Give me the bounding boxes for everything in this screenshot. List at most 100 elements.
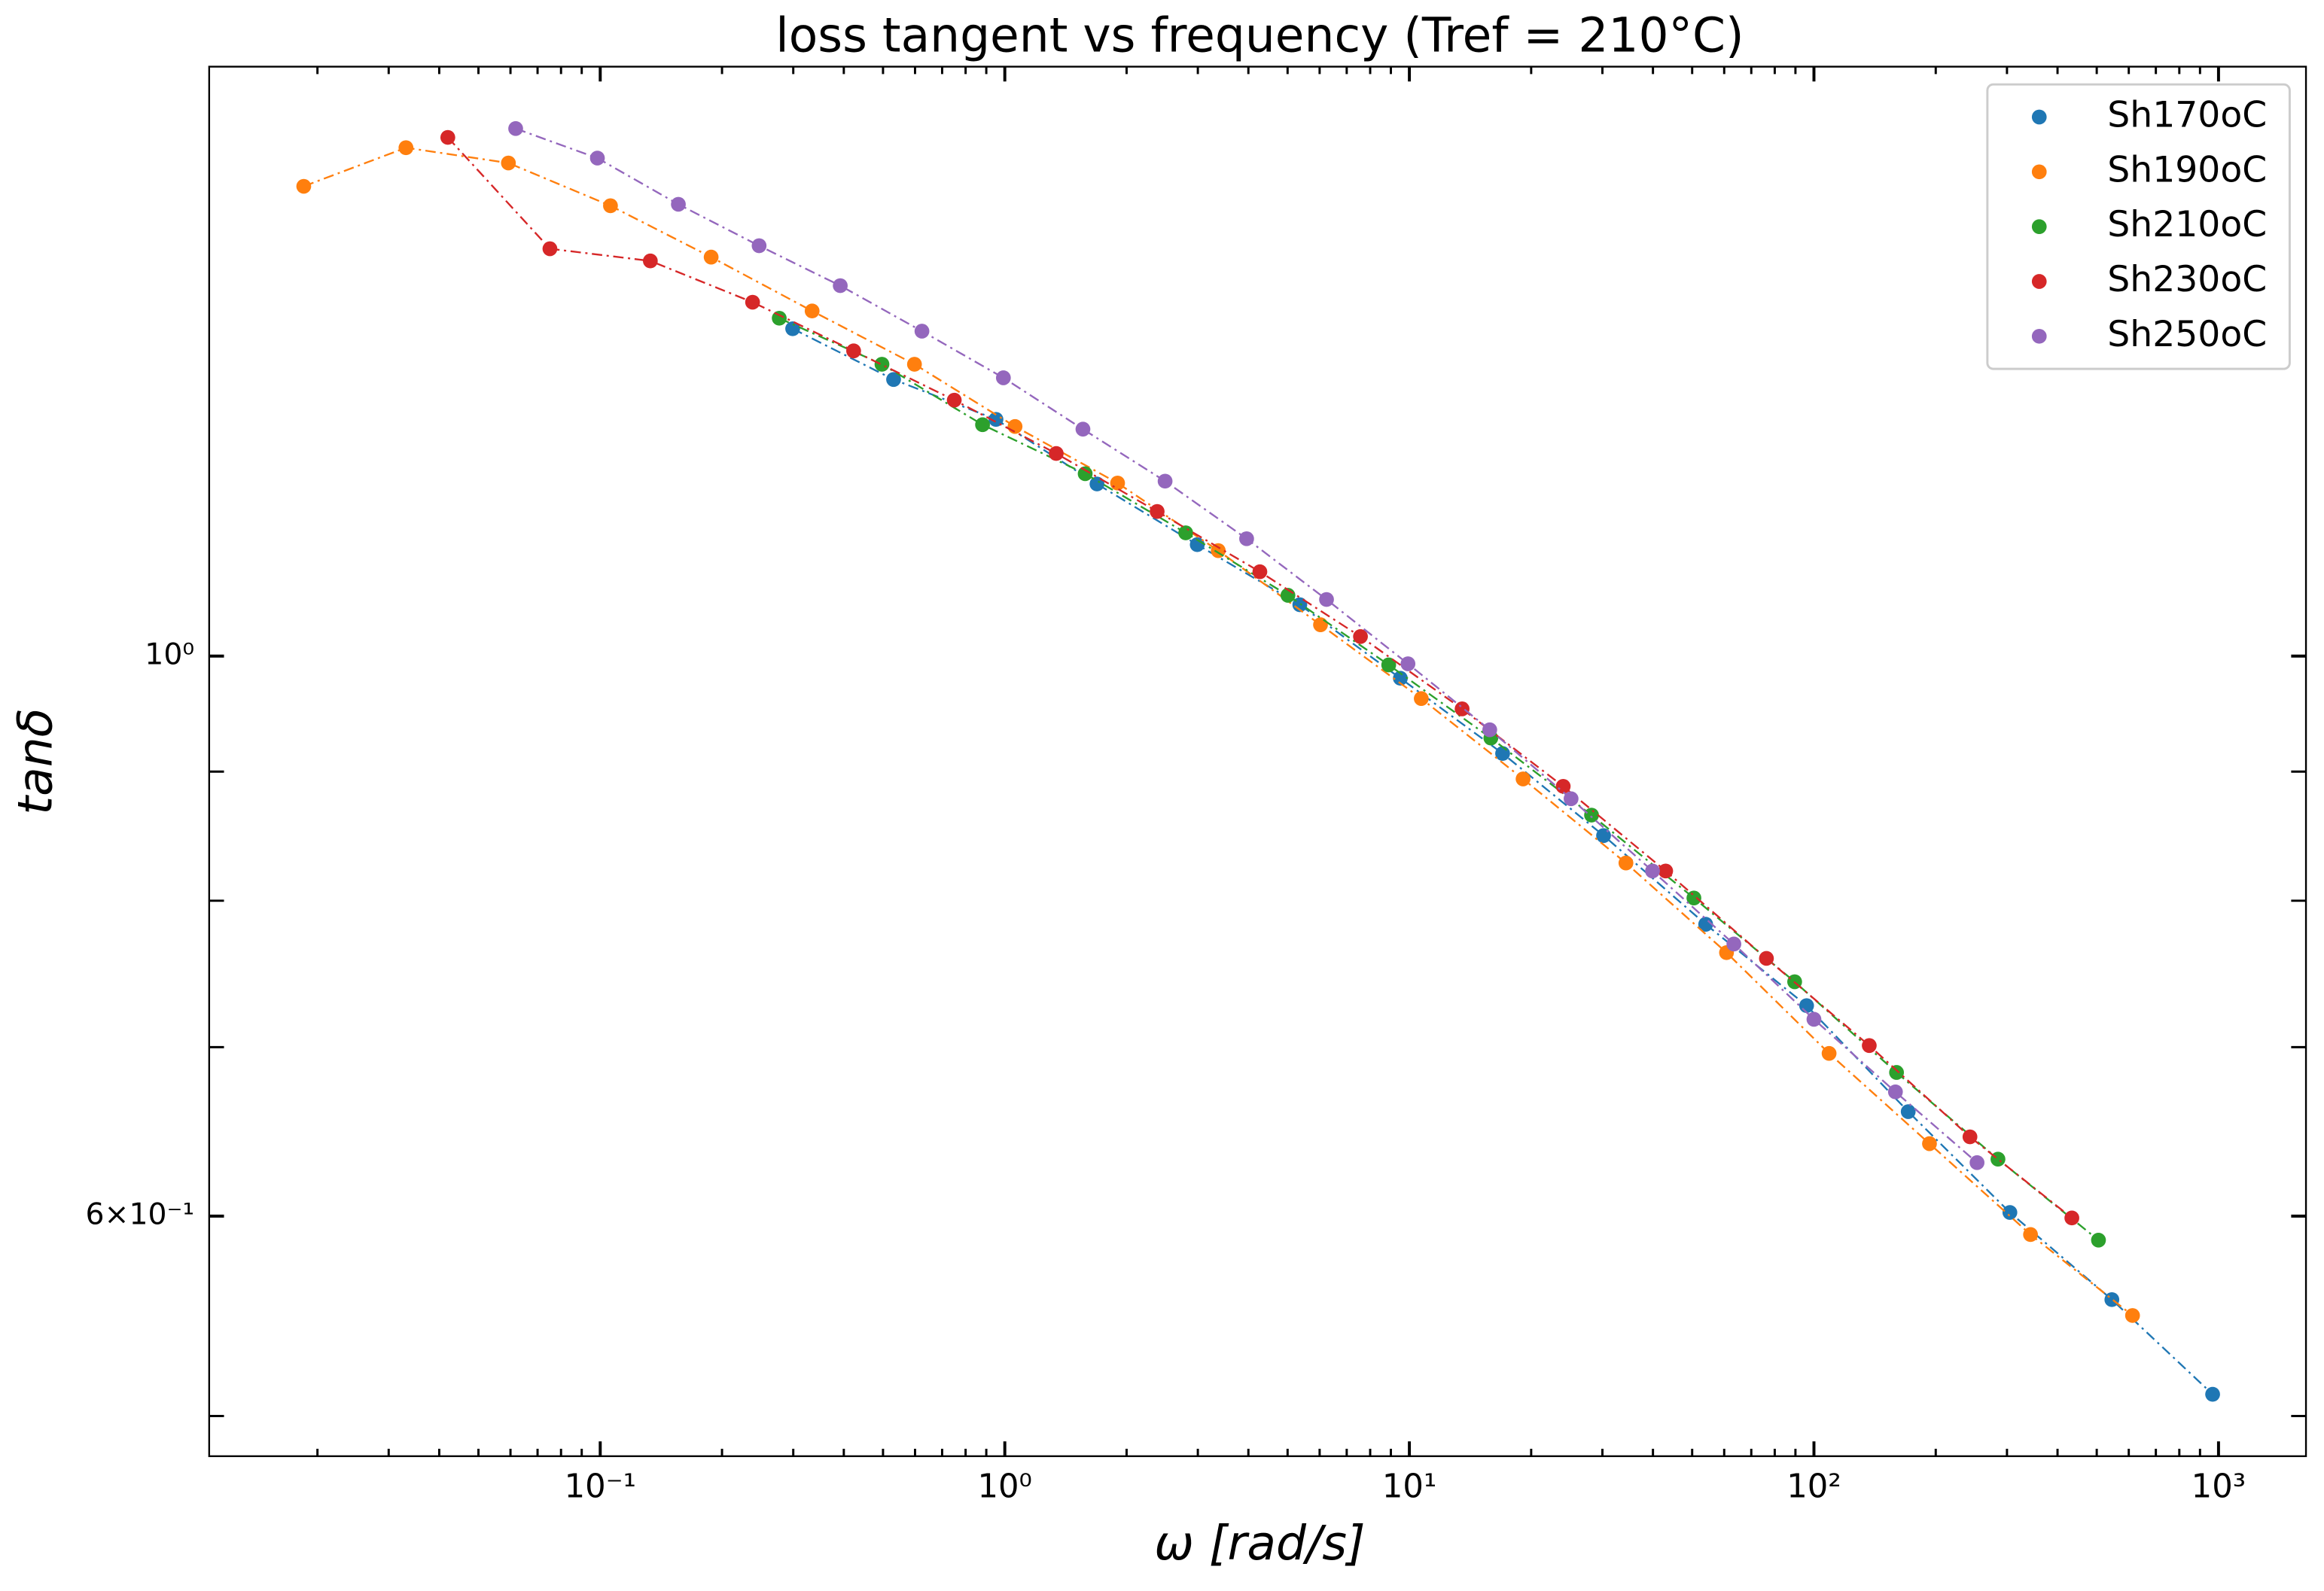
legend-marker: [2031, 219, 2047, 234]
data-point: [1645, 863, 1660, 879]
data-point: [2064, 1210, 2079, 1226]
data-point: [2091, 1232, 2106, 1248]
data-point: [1889, 1065, 1905, 1080]
data-point: [1239, 531, 1254, 546]
data-point: [751, 238, 767, 254]
data-point: [1495, 746, 1510, 762]
data-point: [1157, 473, 1173, 489]
data-point: [603, 198, 618, 214]
y-tick-label: 6×10⁻¹: [86, 1197, 195, 1231]
data-point: [1962, 1129, 1978, 1145]
data-point: [1862, 1038, 1877, 1054]
data-point: [804, 303, 820, 319]
data-point: [671, 196, 686, 212]
x-tick-label: 10³: [2192, 1468, 2246, 1506]
legend-label: Sh250oC: [2107, 314, 2267, 355]
data-point: [1007, 418, 1023, 434]
data-point: [988, 412, 1004, 427]
x-axis-label: ω [rad/s]: [1154, 1516, 1365, 1571]
data-point: [1555, 778, 1571, 794]
data-point: [1077, 466, 1093, 482]
data-point: [1658, 863, 1674, 879]
data-point: [1482, 722, 1497, 738]
legend-marker: [2031, 274, 2047, 289]
data-point: [501, 155, 516, 171]
data-point: [1400, 656, 1416, 671]
data-point: [1319, 592, 1334, 607]
x-tick-label: 10¹: [1382, 1468, 1436, 1506]
data-point: [975, 417, 990, 433]
x-tick-label: 10²: [1786, 1468, 1841, 1506]
chart-title: loss tangent vs frequency (Tref = 210°C): [775, 8, 1744, 62]
data-point: [1150, 503, 1165, 519]
x-tick-label: 10⁰: [977, 1468, 1031, 1506]
data-point: [1806, 1011, 1822, 1027]
data-point: [1189, 537, 1205, 552]
legend-marker: [2031, 328, 2047, 344]
series-line: [792, 327, 2213, 1395]
data-point: [1618, 855, 1634, 871]
data-point: [1726, 936, 1741, 952]
y-axis-label: tanδ: [8, 708, 63, 815]
data-point: [1564, 791, 1579, 807]
data-point: [589, 151, 605, 166]
data-point: [1515, 771, 1531, 786]
data-point: [1313, 617, 1328, 632]
legend-label: Sh190oC: [2107, 149, 2267, 190]
legend-label: Sh230oC: [2107, 259, 2267, 300]
data-point: [833, 278, 848, 294]
data-point: [772, 310, 787, 326]
data-point: [914, 324, 930, 339]
data-point: [1584, 808, 1599, 823]
data-point: [1821, 1045, 1837, 1061]
data-point: [703, 249, 719, 265]
data-point: [1414, 691, 1429, 707]
data-point: [1393, 671, 1408, 686]
data-point: [995, 370, 1011, 385]
data-point: [508, 120, 523, 136]
data-point: [745, 294, 760, 310]
data-point: [1049, 446, 1064, 461]
legend-box: [1986, 83, 2291, 370]
data-point: [2205, 1386, 2220, 1402]
legend-label: Sh170oC: [2107, 94, 2267, 135]
data-point: [785, 321, 800, 336]
data-point: [946, 392, 962, 408]
data-point: [398, 140, 414, 156]
data-point: [1381, 657, 1397, 673]
plot-frame: [208, 65, 2307, 1458]
data-point: [1922, 1136, 1937, 1151]
data-point: [874, 357, 890, 372]
data-point: [906, 357, 922, 372]
data-point: [643, 253, 658, 269]
data-point: [296, 178, 312, 194]
y-tick-label: 10⁰: [145, 637, 194, 671]
legend-label: Sh210oC: [2107, 204, 2267, 245]
legend-marker: [2031, 109, 2047, 125]
data-point: [1353, 628, 1368, 644]
data-point: [1799, 998, 1814, 1014]
data-point: [1178, 525, 1193, 540]
data-point: [1969, 1154, 1984, 1170]
data-point: [1089, 476, 1105, 491]
data-point: [542, 241, 558, 257]
data-point: [440, 129, 455, 145]
data-point: [2023, 1227, 2039, 1243]
x-tick-label: 10⁻¹: [565, 1468, 636, 1506]
data-point: [1887, 1084, 1903, 1100]
data-point: [886, 372, 901, 388]
data-point: [2002, 1205, 2018, 1220]
data-point: [2124, 1308, 2140, 1323]
data-point: [1454, 701, 1470, 716]
data-point: [2104, 1291, 2120, 1307]
data-point: [1686, 890, 1701, 906]
data-point: [1075, 421, 1091, 437]
data-point: [846, 343, 861, 359]
data-point: [1110, 475, 1125, 491]
series-line: [446, 136, 2073, 1219]
data-point: [1759, 951, 1774, 966]
legend-marker: [2031, 164, 2047, 180]
data-point: [1900, 1104, 1916, 1119]
data-point: [1698, 917, 1713, 932]
